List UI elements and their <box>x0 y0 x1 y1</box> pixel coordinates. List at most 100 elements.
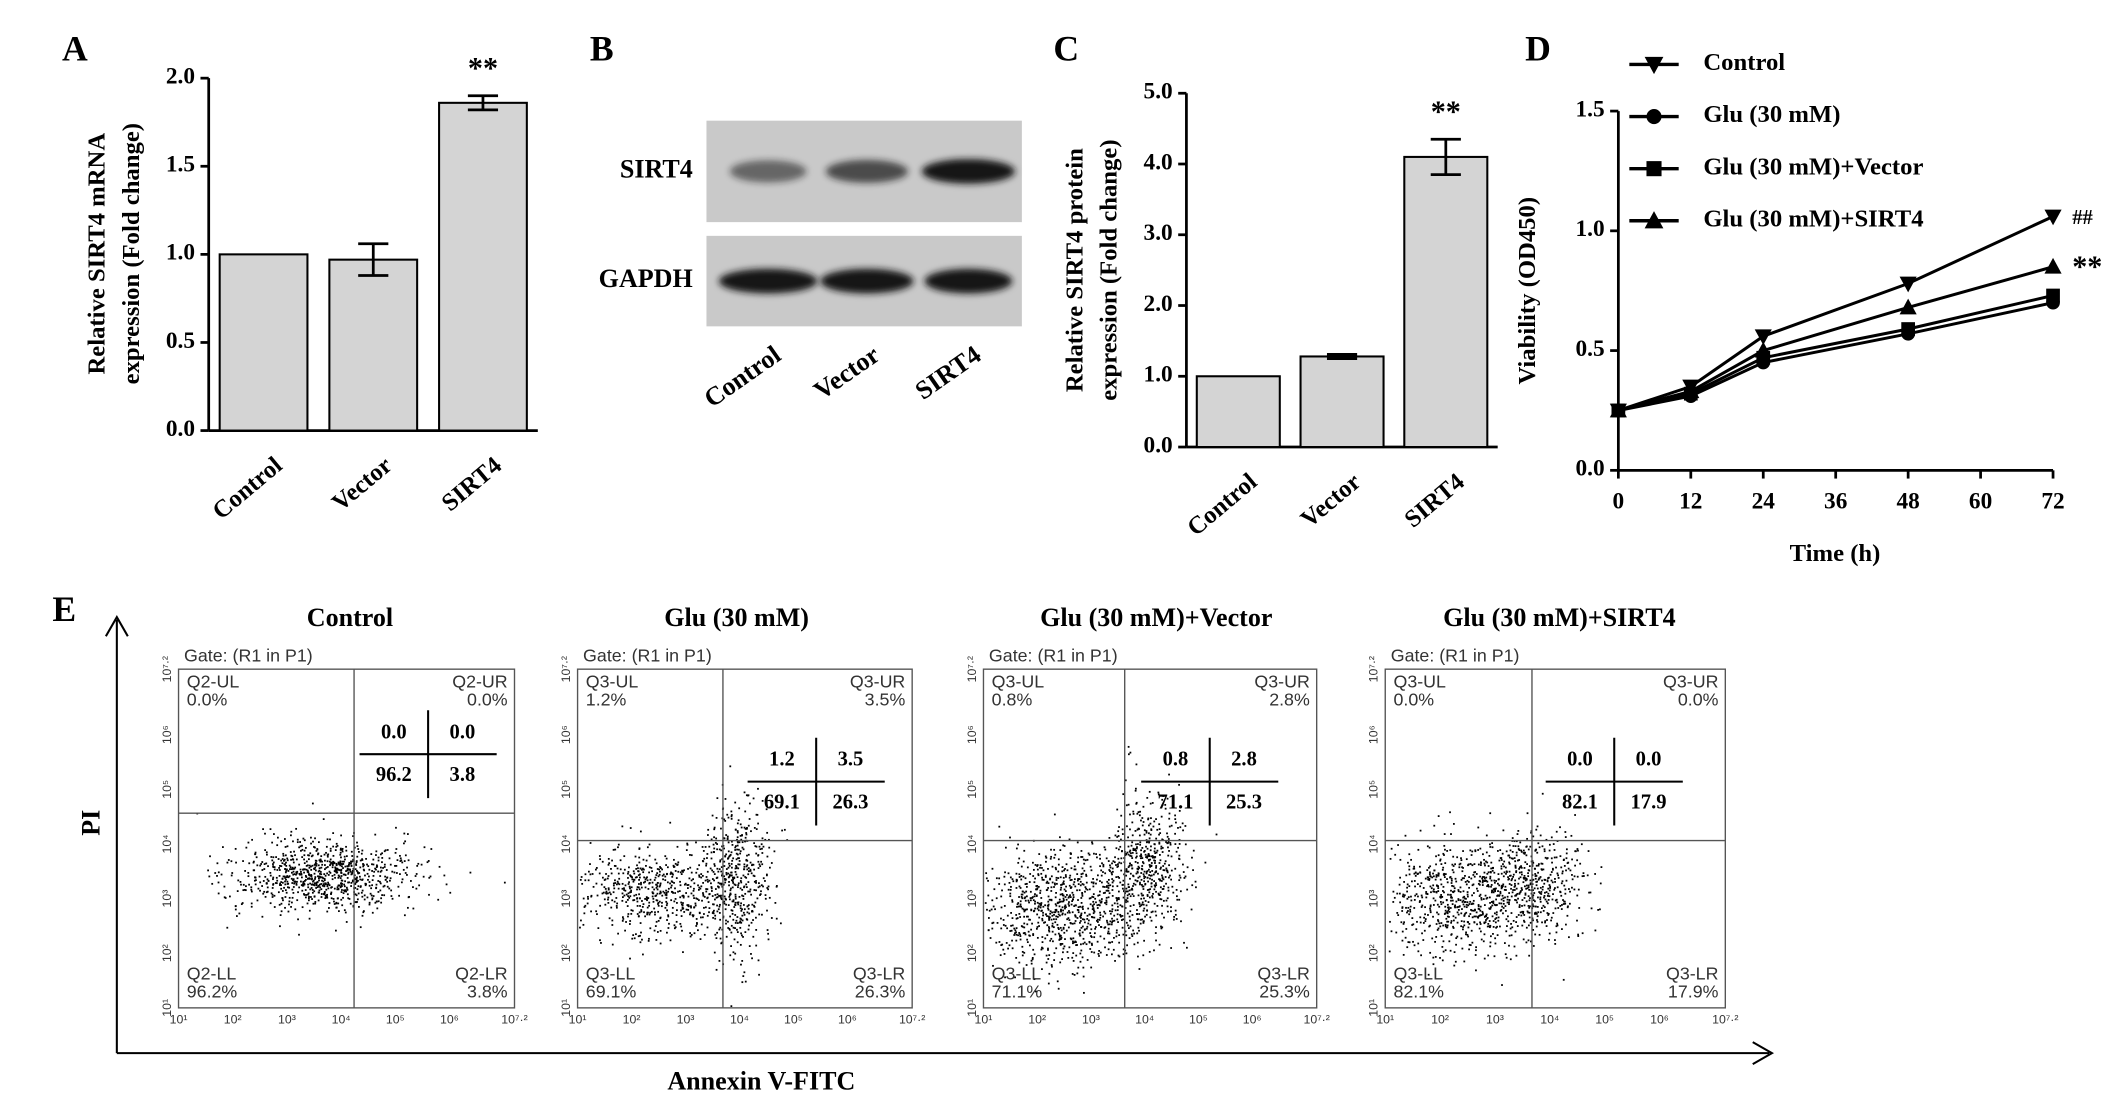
event-dot <box>319 876 322 879</box>
event-dot <box>1057 928 1060 930</box>
event-dot <box>775 885 778 888</box>
event-dot <box>1125 887 1128 890</box>
event-dot <box>675 920 678 923</box>
event-dot <box>1134 849 1136 851</box>
event-dot <box>1554 907 1557 910</box>
event-dot <box>1110 953 1113 956</box>
event-dot <box>269 828 272 831</box>
event-dot <box>1458 866 1461 869</box>
event-dot <box>1084 886 1087 889</box>
event-dot <box>1455 880 1458 883</box>
event-dot <box>314 869 317 872</box>
event-dot <box>627 871 630 873</box>
event-dot <box>665 889 667 892</box>
event-dot <box>299 841 301 843</box>
event-dot <box>735 867 738 869</box>
event-dot <box>1554 878 1556 880</box>
event-dot <box>761 852 764 854</box>
event-dot <box>288 864 291 867</box>
event-dot <box>1552 893 1554 896</box>
event-dot <box>987 917 990 919</box>
event-dot <box>629 827 632 829</box>
event-dot <box>744 827 747 830</box>
event-dot <box>1508 901 1510 904</box>
event-dot <box>327 887 330 890</box>
event-dot <box>379 870 382 873</box>
event-dot <box>1092 896 1095 899</box>
y-tick-label: 0.5 <box>1576 336 1605 362</box>
event-dot <box>1528 911 1531 914</box>
event-dot <box>761 913 763 916</box>
event-dot <box>407 859 410 862</box>
event-dot <box>1479 905 1482 908</box>
event-dot <box>711 895 714 897</box>
event-dot <box>1131 893 1134 896</box>
event-dot <box>1142 954 1145 957</box>
event-dot <box>1145 841 1148 844</box>
event-dot <box>1532 899 1535 902</box>
event-dot <box>1443 876 1446 879</box>
quadrant-name: Q3-LR <box>853 964 906 984</box>
event-dot <box>1149 888 1152 891</box>
event-dot <box>741 960 744 962</box>
event-dot <box>1486 861 1489 864</box>
event-dot <box>646 899 648 902</box>
event-dot <box>1028 934 1031 937</box>
event-dot <box>220 873 223 876</box>
event-dot <box>1461 866 1463 869</box>
event-dot <box>1050 899 1053 902</box>
event-dot <box>351 855 354 857</box>
event-dot <box>295 827 298 830</box>
event-dot <box>1442 940 1445 943</box>
event-dot <box>1096 856 1098 859</box>
event-dot <box>247 871 250 874</box>
event-dot <box>730 874 732 877</box>
event-dot <box>1033 881 1036 884</box>
event-dot <box>1462 867 1464 869</box>
event-dot <box>672 873 674 876</box>
y-tick-label: 2.0 <box>1144 291 1173 317</box>
event-dot <box>699 938 702 940</box>
event-dot <box>348 861 351 864</box>
event-dot <box>301 906 304 909</box>
event-dot <box>1504 905 1507 907</box>
event-dot <box>358 850 360 853</box>
event-dot <box>1022 908 1025 911</box>
event-dot <box>733 906 736 908</box>
event-dot <box>753 889 756 891</box>
event-dot <box>1551 881 1554 884</box>
event-dot <box>1527 905 1530 907</box>
event-dot <box>1441 946 1444 948</box>
event-dot <box>690 854 693 857</box>
event-dot <box>766 909 768 912</box>
event-dot <box>1151 910 1154 913</box>
event-dot <box>1500 865 1503 868</box>
event-dot <box>700 885 703 888</box>
event-dot <box>1161 874 1163 877</box>
event-dot <box>1510 934 1513 937</box>
event-dot <box>631 937 634 940</box>
bar <box>218 253 309 432</box>
event-dot <box>1534 900 1536 903</box>
event-dot <box>290 854 293 857</box>
event-dot <box>1088 897 1091 900</box>
event-dot <box>1023 910 1026 913</box>
event-dot <box>1060 910 1062 913</box>
event-dot <box>734 952 737 955</box>
event-dot <box>1011 899 1014 902</box>
event-dot <box>1098 955 1100 957</box>
event-dot <box>1157 892 1160 895</box>
event-dot <box>1527 875 1530 878</box>
event-dot <box>736 941 739 944</box>
plot-title: Glu (30 mM)+SIRT4 <box>1443 603 1675 632</box>
event-dot <box>304 889 307 891</box>
event-dot <box>1573 888 1576 891</box>
event-dot <box>231 872 234 874</box>
event-dot <box>1524 879 1527 882</box>
event-dot <box>1567 905 1569 908</box>
event-dot <box>1524 893 1527 896</box>
event-dot <box>742 874 745 877</box>
event-dot <box>1080 914 1083 916</box>
y-tick-label: 2.0 <box>166 64 195 90</box>
event-dot <box>670 871 672 874</box>
